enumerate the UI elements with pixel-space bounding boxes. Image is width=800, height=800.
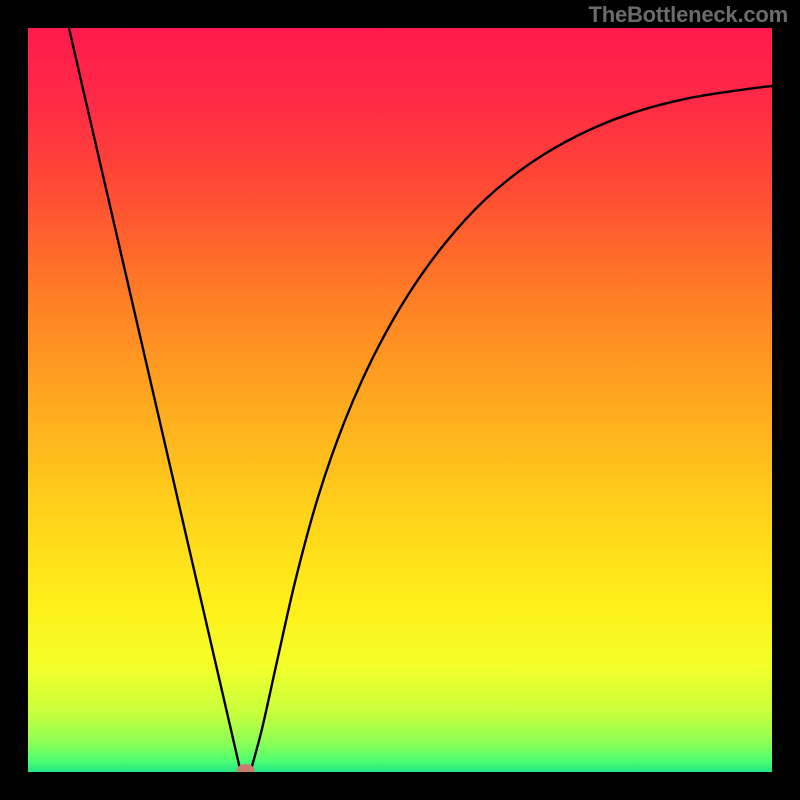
plot-area — [28, 28, 772, 772]
curve-right — [251, 86, 772, 769]
chart-container: { "watermark": { "text": "TheBottleneck.… — [0, 0, 800, 800]
watermark-text: TheBottleneck.com — [588, 2, 788, 28]
curve-layer — [28, 28, 772, 772]
curve-left — [69, 28, 240, 769]
